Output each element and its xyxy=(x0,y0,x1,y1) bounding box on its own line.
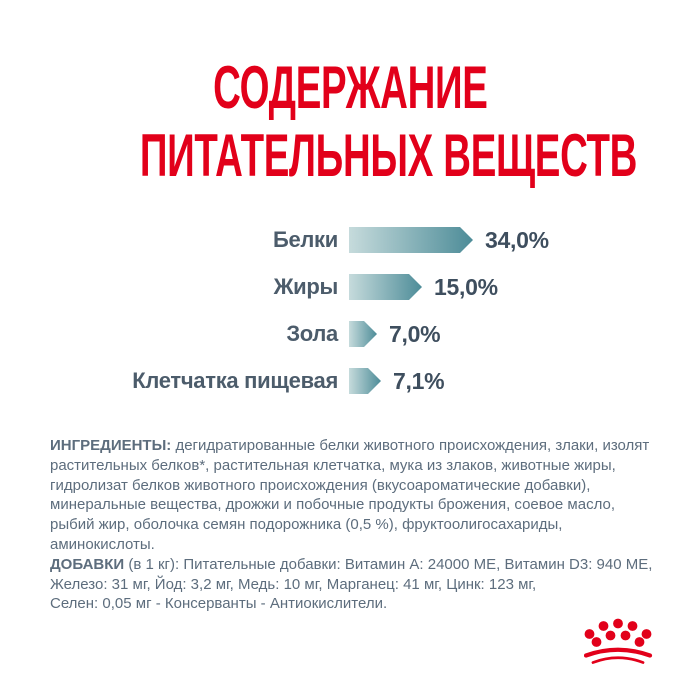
page-title: СОДЕРЖАНИЕ ПИТАТЕЛЬНЫХ ВЕЩЕСТВ xyxy=(0,54,700,190)
royal-canin-crown-logo xyxy=(584,618,660,665)
nutrient-bar-chart: Белки 34,0% Жиры 15,0% Зола 7,0% Клетчат… xyxy=(100,227,549,415)
ingredients-text: дегидратированные белки животного происх… xyxy=(50,437,650,553)
nutrient-label: Зола xyxy=(286,321,338,346)
nutrient-label: Клетчатка пищевая xyxy=(132,368,338,393)
chart-row-ash: Зола 7,0% xyxy=(100,321,549,347)
chart-row-proteins: Белки 34,0% xyxy=(100,227,549,253)
nutrient-bar xyxy=(349,368,381,394)
page-title-line2-text: ПИТАТЕЛЬНЫХ ВЕЩЕСТВ xyxy=(139,122,638,189)
page-title-line1: СОДЕРЖАНИЕ xyxy=(0,54,700,122)
page-title-line2: ПИТАТЕЛЬНЫХ ВЕЩЕСТВ xyxy=(0,122,700,190)
nutrient-bar xyxy=(349,321,377,347)
nutrient-value: 15,0% xyxy=(434,273,498,300)
ingredients-label: ИНГРЕДИЕНТЫ: xyxy=(50,437,172,454)
chart-row-fats: Жиры 15,0% xyxy=(100,274,549,300)
page-title-line1-text: СОДЕРЖАНИЕ xyxy=(212,54,488,121)
nutrient-value: 7,1% xyxy=(393,367,445,394)
crown-icon xyxy=(584,618,653,664)
chart-row-fiber: Клетчатка пищевая 7,1% xyxy=(100,368,549,394)
ingredients-and-additives-text: ИНГРЕДИЕНТЫ: дегидратированные белки жив… xyxy=(50,436,668,614)
nutrient-bar xyxy=(349,274,422,300)
additives-label: ДОБАВКИ xyxy=(50,555,125,573)
nutrient-value: 7,0% xyxy=(389,320,441,347)
nutrient-value: 34,0% xyxy=(485,226,549,253)
nutrient-label: Белки xyxy=(272,227,338,252)
nutrient-bar xyxy=(349,227,473,253)
additives-text: (в 1 кг): Питательные добавки: Витамин А… xyxy=(50,555,653,613)
nutrient-label: Жиры xyxy=(273,274,339,299)
